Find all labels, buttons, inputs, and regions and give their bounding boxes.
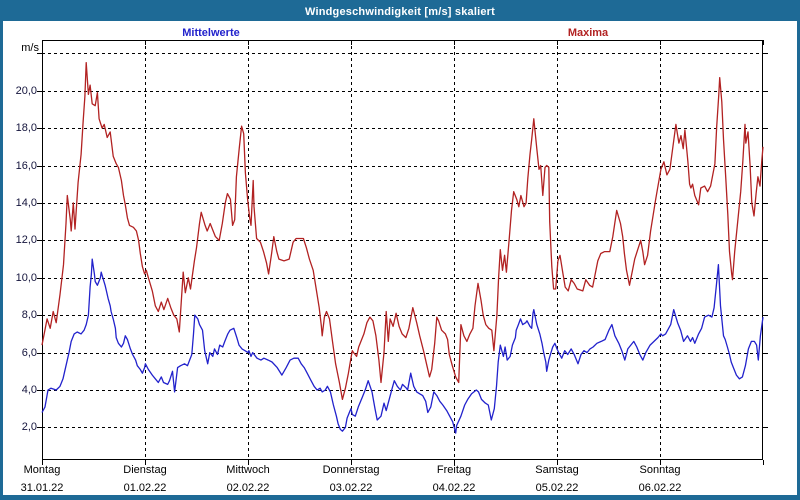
x-axis-day-label: Samstag (535, 464, 579, 476)
x-axis-date-label: 05.02.22 (535, 482, 579, 494)
y-axis-tick-label: 6,0 (21, 346, 37, 359)
x-axis-date-label: 06.02.22 (638, 482, 682, 494)
y-axis-unit-label: m/s (21, 42, 39, 54)
x-axis-day-label: Sonntag (639, 464, 681, 476)
x-axis-day-label: Freitag (436, 464, 472, 476)
y-axis-tick-label: 20,0 (15, 84, 37, 97)
plot-frame (42, 40, 763, 460)
x-axis-date-label: 04.02.22 (432, 482, 476, 494)
y-axis-tick-label: 12,0 (15, 234, 37, 247)
x-axis-day-label: Mittwoch (226, 464, 270, 476)
y-axis-tick-label: 14,0 (15, 196, 37, 209)
y-axis-tick-label: 8,0 (21, 309, 37, 322)
y-axis-tick-label: 2,0 (21, 421, 37, 434)
y-axis-tick-label: 18,0 (15, 122, 37, 135)
y-axis-tick-label: 16,0 (15, 159, 37, 172)
x-axis-date-label: 02.02.22 (226, 482, 270, 494)
y-axis-tick-label: 10,0 (15, 271, 37, 284)
x-axis-day-label: Donnerstag (322, 464, 380, 476)
legend-maxima-label: Maxima (567, 27, 609, 39)
x-axis-date-label: 31.01.22 (20, 482, 64, 494)
legend-mittelwerte-label: Mittelwerte (182, 27, 240, 39)
x-axis-day-label: Montag (23, 464, 61, 476)
x-axis-date-label: 01.02.22 (123, 482, 167, 494)
series-line-mittelwerte (41, 258, 764, 434)
series-line-maxima (41, 61, 764, 401)
x-axis-date-label: 03.02.22 (329, 482, 373, 494)
y-axis-tick-label: 4,0 (21, 384, 37, 397)
wind-speed-chart (37, 40, 768, 465)
x-axis-day-label: Dienstag (123, 464, 167, 476)
window-title-bar[interactable]: Windgeschwindigkeit [m/s] skaliert (3, 2, 797, 21)
window-title: Windgeschwindigkeit [m/s] skaliert (304, 5, 496, 18)
